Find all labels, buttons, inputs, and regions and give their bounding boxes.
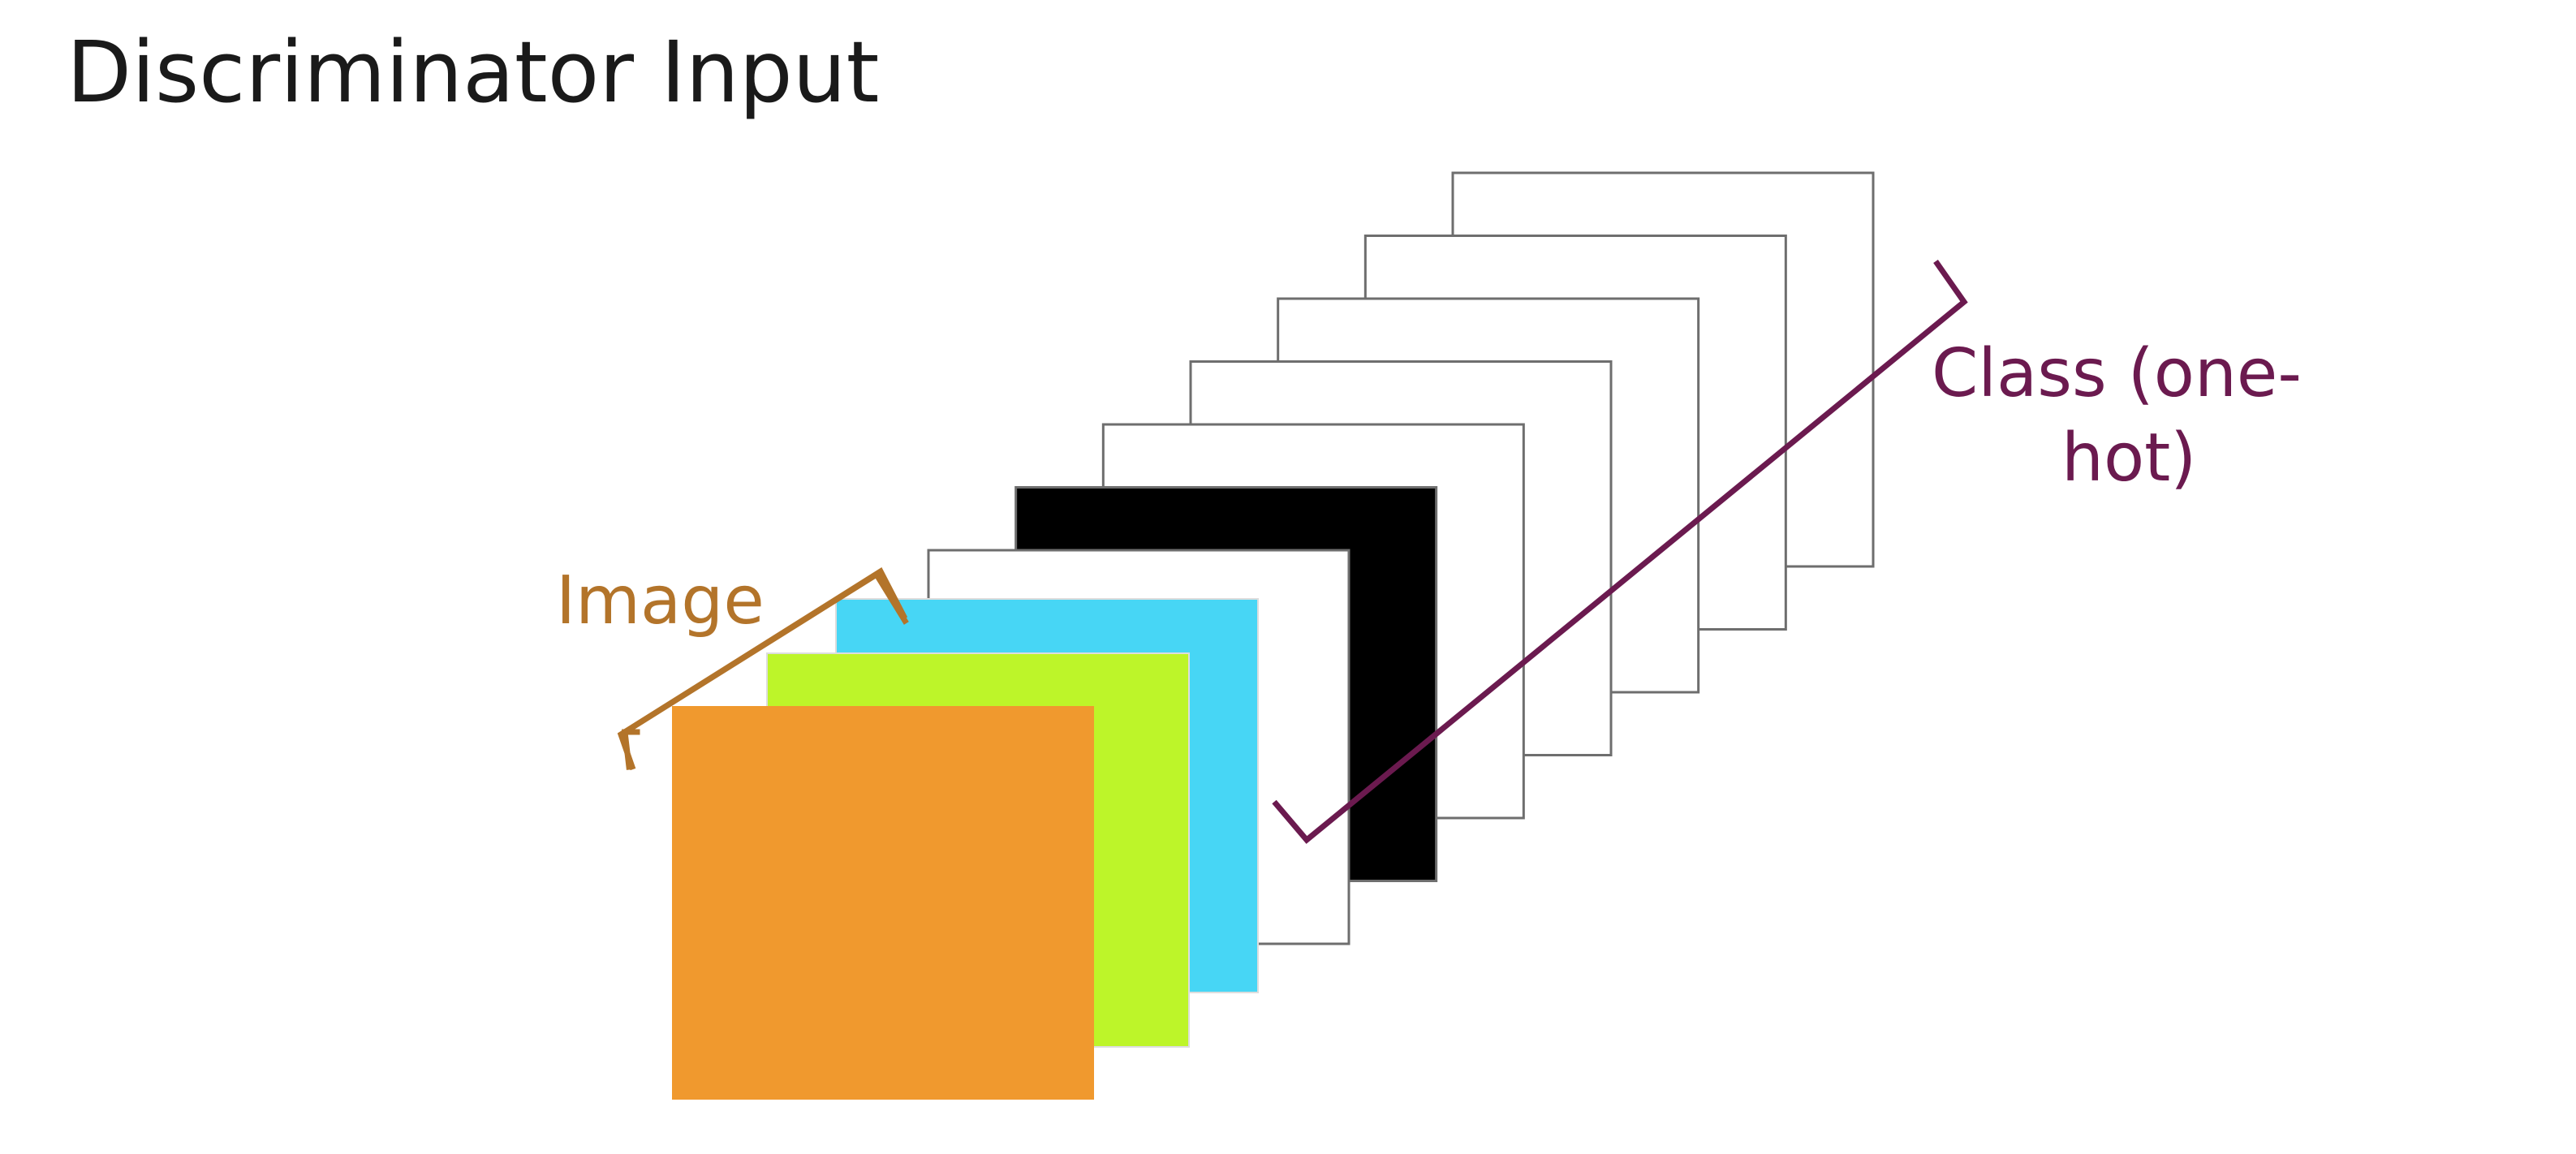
image-channel-stack [672, 598, 1259, 1100]
image-bracket-line [617, 567, 908, 771]
red-channel-layer [672, 706, 1094, 1100]
image-label: Image [556, 562, 765, 639]
class-label-line-1: Class (one- [1932, 335, 2302, 412]
class-label-line-2: hot) [2061, 420, 2196, 497]
slide-title: Discriminator Input [67, 23, 880, 122]
class-bracket [1272, 259, 1968, 844]
